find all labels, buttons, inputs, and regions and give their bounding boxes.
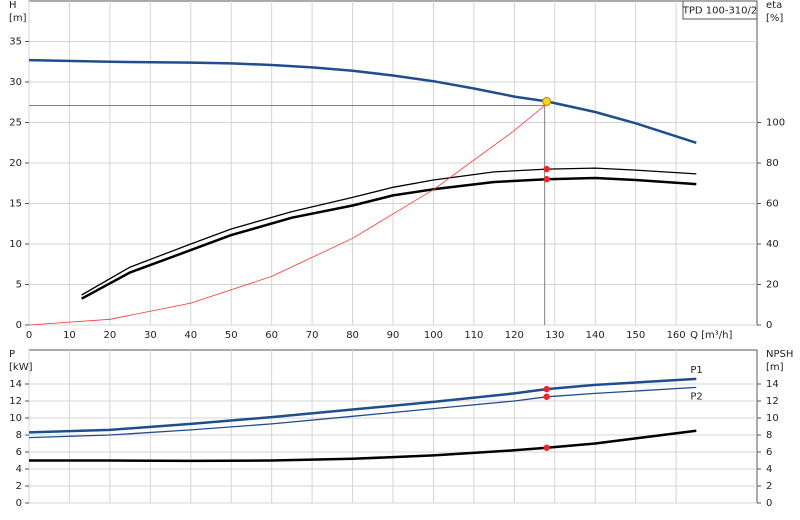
series-label: P2 xyxy=(690,391,702,402)
y2-tick-label: 20 xyxy=(766,280,779,291)
y2-tick-label: 4 xyxy=(766,464,772,475)
y-tick-label: 15 xyxy=(9,199,22,210)
x-tick-label: 10 xyxy=(63,330,76,341)
operating-point xyxy=(543,444,550,451)
y2-axis-label: eta xyxy=(766,0,782,11)
x-tick-label: 150 xyxy=(626,330,645,341)
y-tick-label: 10 xyxy=(9,239,22,250)
series-line xyxy=(28,58,697,144)
y2-tick-label: 10 xyxy=(766,413,779,424)
series-line xyxy=(28,105,545,326)
x-tick-label: 80 xyxy=(346,330,359,341)
y2-tick-label: 0 xyxy=(766,320,772,331)
x-tick-label: 20 xyxy=(104,330,117,341)
y-tick-label: 14 xyxy=(9,379,22,390)
series-line xyxy=(81,167,697,296)
x-tick-label: 40 xyxy=(184,330,197,341)
operating-point xyxy=(543,385,550,393)
y2-tick-label: 6 xyxy=(766,447,772,458)
y2-tick-label: 80 xyxy=(766,158,779,169)
y2-tick-label: 2 xyxy=(766,481,772,492)
y-axis-label: P xyxy=(9,349,15,360)
x-tick-label: 160 xyxy=(667,330,686,341)
y2-tick-label: 0 xyxy=(766,498,772,509)
series-line xyxy=(81,176,697,300)
x-tick-label: 50 xyxy=(225,330,238,341)
y-tick-label: 20 xyxy=(9,158,22,169)
y2-tick-label: 8 xyxy=(766,430,772,441)
y-axis-unit: [m] xyxy=(9,13,27,24)
y-tick-label: 25 xyxy=(9,118,22,129)
series-line xyxy=(29,429,697,463)
y-tick-label: 2 xyxy=(16,481,22,492)
x-tick-label: 90 xyxy=(387,330,400,341)
y-tick-label: 6 xyxy=(16,447,22,458)
y2-axis-unit: [m] xyxy=(766,362,784,373)
y-tick-label: 8 xyxy=(16,430,22,441)
y-tick-label: 0 xyxy=(16,320,22,331)
x-tick-label: 100 xyxy=(424,330,443,341)
chart-title: TPD 100-310/2 xyxy=(682,6,758,17)
y-tick-label: 30 xyxy=(9,77,22,88)
y-tick-label: 5 xyxy=(16,280,22,291)
y2-tick-label: 60 xyxy=(766,199,779,210)
operating-point xyxy=(543,176,550,183)
y-tick-label: 35 xyxy=(9,37,22,48)
y2-tick-label: 12 xyxy=(766,396,779,407)
operating-point xyxy=(543,393,550,400)
y2-axis-label: NPSH xyxy=(766,349,793,360)
operating-point xyxy=(543,165,550,173)
y2-axis-unit: [%] xyxy=(766,13,783,24)
title-box xyxy=(682,0,758,20)
y-tick-label: 12 xyxy=(9,396,22,407)
x-tick-label: 110 xyxy=(464,330,483,341)
y-tick-label: 4 xyxy=(16,464,22,475)
x-tick-label: 60 xyxy=(265,330,278,341)
x-tick-label: 120 xyxy=(505,330,524,341)
x-tick-label: 70 xyxy=(306,330,319,341)
x-tick-label: 130 xyxy=(545,330,564,341)
y2-tick-label: 100 xyxy=(766,118,785,129)
series-line xyxy=(28,386,697,439)
y-axis-label: H xyxy=(9,0,17,11)
y2-tick-label: 40 xyxy=(766,239,779,250)
series-label: P1 xyxy=(690,365,702,376)
y-axis-unit: [kW] xyxy=(9,362,33,373)
y-tick-label: 10 xyxy=(9,413,22,424)
y2-tick-label: 14 xyxy=(766,379,779,390)
series-line xyxy=(28,377,697,434)
x-tick-label: 0 xyxy=(26,330,32,341)
x-tick-label: 30 xyxy=(144,330,157,341)
x-axis-label: Q [m³/h] xyxy=(690,330,732,341)
y-tick-label: 0 xyxy=(16,498,22,509)
operating-point xyxy=(542,96,552,106)
x-tick-label: 140 xyxy=(586,330,605,341)
